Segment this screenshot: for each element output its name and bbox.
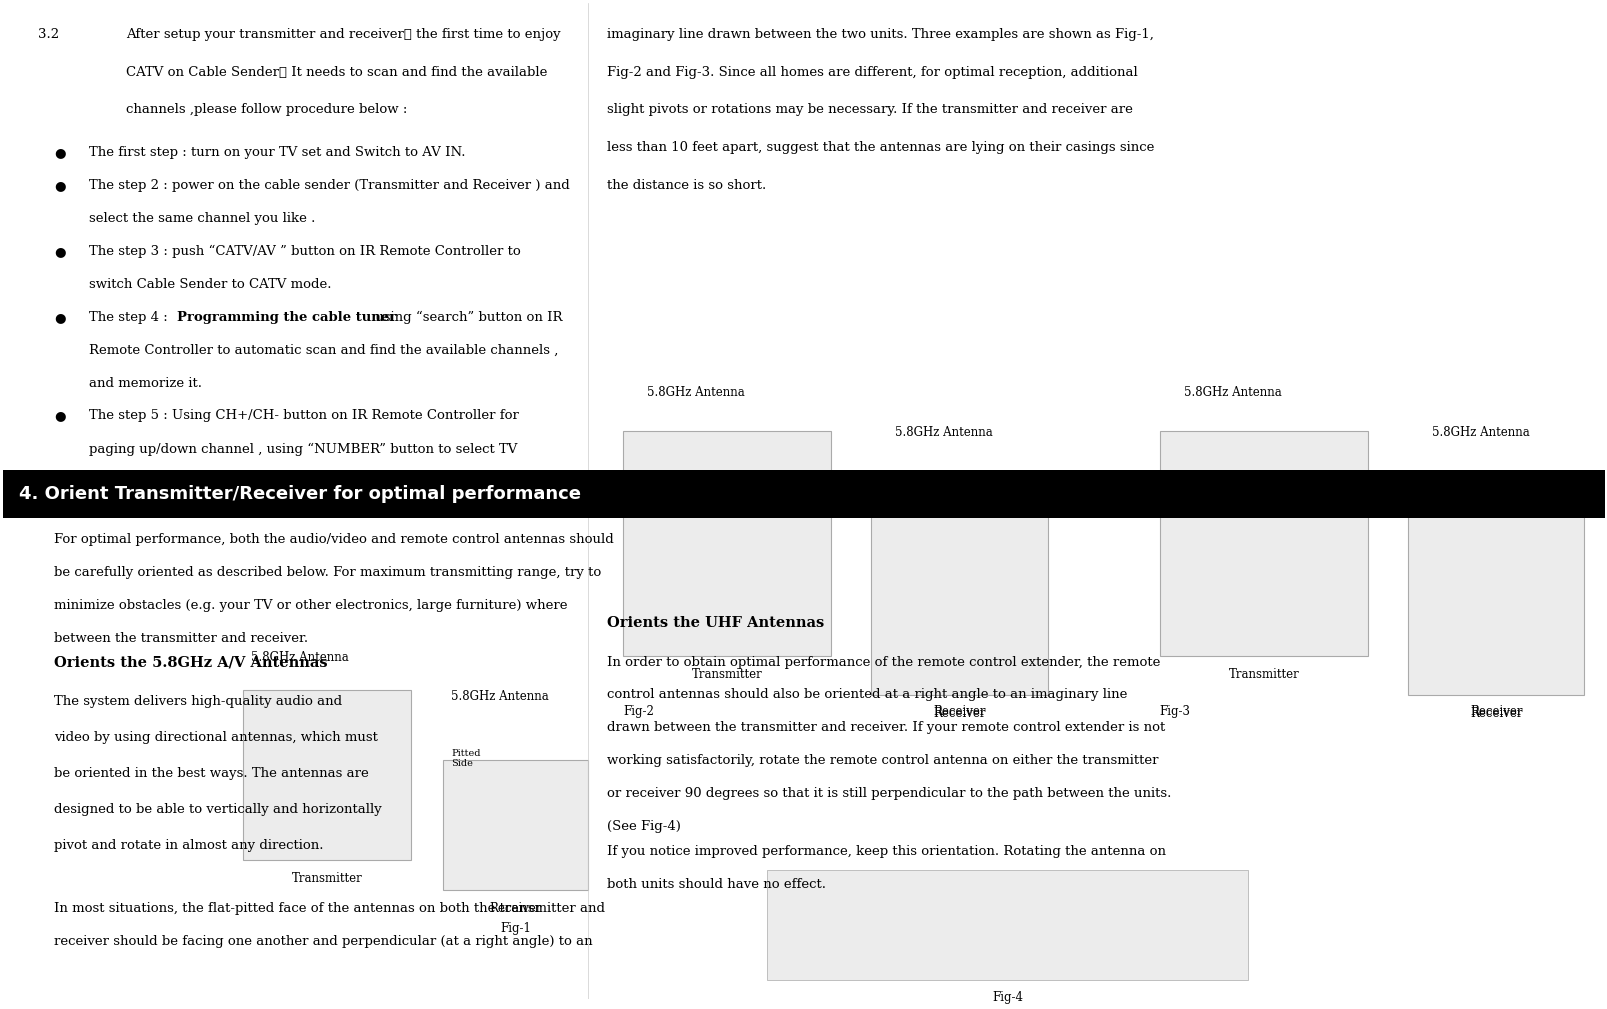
Text: channel you like.: channel you like. xyxy=(90,475,202,488)
Text: and memorize it.: and memorize it. xyxy=(90,376,202,389)
Text: channels ,please follow procedure below :: channels ,please follow procedure below … xyxy=(125,104,407,116)
Text: Receiver: Receiver xyxy=(932,707,985,720)
Text: Fig-2: Fig-2 xyxy=(622,705,654,718)
Text: The step 2 : power on the cable sender (Transmitter and Receiver ) and: The step 2 : power on the cable sender (… xyxy=(90,180,570,192)
Text: imaginary line drawn between the two units. Three examples are shown as Fig-1,: imaginary line drawn between the two uni… xyxy=(606,27,1154,40)
Text: After setup your transmitter and receiver， the first time to enjoy: After setup your transmitter and receive… xyxy=(125,27,561,40)
Text: 5.8GHz Antenna: 5.8GHz Antenna xyxy=(1183,386,1281,400)
Text: pivot and rotate in almost any direction.: pivot and rotate in almost any direction… xyxy=(55,838,323,852)
Text: The first step : turn on your TV set and Switch to AV IN.: The first step : turn on your TV set and… xyxy=(90,146,466,159)
Text: 5.8GHz Antenna: 5.8GHz Antenna xyxy=(1432,427,1528,439)
Text: ●: ● xyxy=(55,410,66,423)
Text: slight pivots or rotations may be necessary. If the transmitter and receiver are: slight pivots or rotations may be necess… xyxy=(606,104,1131,116)
Text: switch Cable Sender to CATV mode.: switch Cable Sender to CATV mode. xyxy=(90,277,331,291)
Text: 3.2: 3.2 xyxy=(39,27,59,40)
Text: Fig-4: Fig-4 xyxy=(992,992,1022,1005)
Text: video by using directional antennas, which must: video by using directional antennas, whi… xyxy=(55,732,378,745)
Text: Transmitter: Transmitter xyxy=(691,668,762,680)
Text: In most situations, the flat-pitted face of the antennas on both the transmitter: In most situations, the flat-pitted face… xyxy=(55,902,604,915)
Text: using “search” button on IR: using “search” button on IR xyxy=(371,311,562,324)
Text: ●: ● xyxy=(55,311,66,324)
Text: (See Fig-4): (See Fig-4) xyxy=(606,820,680,833)
Text: Transmitter: Transmitter xyxy=(292,872,363,885)
Text: Orients the 5.8GHz A/V Antennas: Orients the 5.8GHz A/V Antennas xyxy=(55,656,328,670)
Text: designed to be able to vertically and horizontally: designed to be able to vertically and ho… xyxy=(55,803,381,816)
Text: be oriented in the best ways. The antennas are: be oriented in the best ways. The antenn… xyxy=(55,767,368,780)
Text: The step 4 :: The step 4 : xyxy=(90,311,172,324)
Bar xyxy=(243,690,411,860)
Text: In order to obtain optimal performance of the remote control extender, the remot: In order to obtain optimal performance o… xyxy=(606,656,1160,669)
Bar xyxy=(444,760,587,890)
Text: Orients the UHF Antennas: Orients the UHF Antennas xyxy=(606,615,824,630)
Text: Fig-2 and Fig-3. Since all homes are different, for optimal reception, additiona: Fig-2 and Fig-3. Since all homes are dif… xyxy=(606,66,1136,79)
Text: Receiver: Receiver xyxy=(1469,705,1522,718)
Bar xyxy=(767,870,1247,980)
Text: receiver should be facing one another and perpendicular (at a right angle) to an: receiver should be facing one another an… xyxy=(55,934,593,947)
Text: drawn between the transmitter and receiver. If your remote control extender is n: drawn between the transmitter and receiv… xyxy=(606,721,1165,735)
Bar xyxy=(3,470,1604,518)
Text: control antennas should also be oriented at a right angle to an imaginary line: control antennas should also be oriented… xyxy=(606,688,1127,701)
Text: ●: ● xyxy=(55,245,66,258)
Text: Fig-3: Fig-3 xyxy=(1159,705,1191,718)
Bar xyxy=(1408,512,1583,695)
Text: The step 5 : Using CH+/CH- button on IR Remote Controller for: The step 5 : Using CH+/CH- button on IR … xyxy=(90,410,519,423)
Text: The step 3 : push “CATV/AV ” button on IR Remote Controller to: The step 3 : push “CATV/AV ” button on I… xyxy=(90,245,521,258)
Text: Receiver: Receiver xyxy=(932,705,985,718)
Text: paging up/down channel , using “NUMBER” button to select TV: paging up/down channel , using “NUMBER” … xyxy=(90,442,517,455)
Text: select the same channel you like .: select the same channel you like . xyxy=(90,212,315,225)
Text: both units should have no effect.: both units should have no effect. xyxy=(606,878,826,891)
Text: the distance is so short.: the distance is so short. xyxy=(606,180,765,192)
Bar xyxy=(1159,431,1368,656)
Text: 5.8GHz Antenna: 5.8GHz Antenna xyxy=(895,427,993,439)
Text: ●: ● xyxy=(55,180,66,192)
Bar xyxy=(622,431,831,656)
Text: CATV on Cable Sender， It needs to scan and find the available: CATV on Cable Sender， It needs to scan a… xyxy=(125,66,548,79)
Text: working satisfactorily, rotate the remote control antenna on either the transmit: working satisfactorily, rotate the remot… xyxy=(606,755,1157,767)
Text: Programming the cable tuner: Programming the cable tuner xyxy=(177,311,397,324)
Text: be carefully oriented as described below. For maximum transmitting range, try to: be carefully oriented as described below… xyxy=(55,566,601,579)
Text: If you notice improved performance, keep this orientation. Rotating the antenna : If you notice improved performance, keep… xyxy=(606,845,1165,858)
Text: 5.8GHz Antenna: 5.8GHz Antenna xyxy=(452,690,550,703)
Text: Fig-1: Fig-1 xyxy=(500,921,530,934)
Text: 4. Orient Transmitter/Receiver for optimal performance: 4. Orient Transmitter/Receiver for optim… xyxy=(19,485,580,503)
Text: Receiver: Receiver xyxy=(489,902,542,915)
Text: 5.8GHz Antenna: 5.8GHz Antenna xyxy=(646,386,744,400)
Text: between the transmitter and receiver.: between the transmitter and receiver. xyxy=(55,632,309,645)
Text: Remote Controller to automatic scan and find the available channels ,: Remote Controller to automatic scan and … xyxy=(90,344,558,356)
Text: or receiver 90 degrees so that it is still perpendicular to the path between the: or receiver 90 degrees so that it is sti… xyxy=(606,787,1170,800)
Text: Pitted
Side: Pitted Side xyxy=(452,749,480,768)
Text: Receiver: Receiver xyxy=(1469,707,1522,720)
Text: For optimal performance, both the audio/video and remote control antennas should: For optimal performance, both the audio/… xyxy=(55,533,614,546)
Text: minimize obstacles (e.g. your TV or other electronics, large furniture) where: minimize obstacles (e.g. your TV or othe… xyxy=(55,598,567,611)
Bar xyxy=(871,512,1046,695)
Text: Transmitter: Transmitter xyxy=(1228,668,1298,680)
Text: 5.8GHz Antenna: 5.8GHz Antenna xyxy=(251,651,349,664)
Text: The system delivers high-quality audio and: The system delivers high-quality audio a… xyxy=(55,695,342,708)
Text: ●: ● xyxy=(55,146,66,159)
Text: less than 10 feet apart, suggest that the antennas are lying on their casings si: less than 10 feet apart, suggest that th… xyxy=(606,141,1154,154)
